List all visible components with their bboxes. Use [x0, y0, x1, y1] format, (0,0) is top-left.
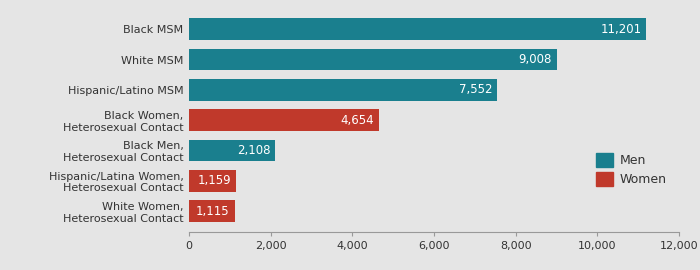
Text: 11,201: 11,201 [601, 23, 641, 36]
Bar [189, 140, 275, 161]
Bar [189, 200, 234, 222]
Bar [189, 170, 237, 192]
Text: 2,108: 2,108 [237, 144, 270, 157]
Text: 9,008: 9,008 [519, 53, 552, 66]
Text: 1,159: 1,159 [198, 174, 232, 187]
Bar [189, 49, 556, 70]
Text: 4,654: 4,654 [340, 114, 374, 127]
Bar [189, 109, 379, 131]
Bar [189, 18, 646, 40]
Legend: Men, Women: Men, Women [589, 146, 673, 193]
Bar [189, 79, 498, 101]
Text: 1,115: 1,115 [196, 205, 230, 218]
Text: 7,552: 7,552 [459, 83, 493, 96]
